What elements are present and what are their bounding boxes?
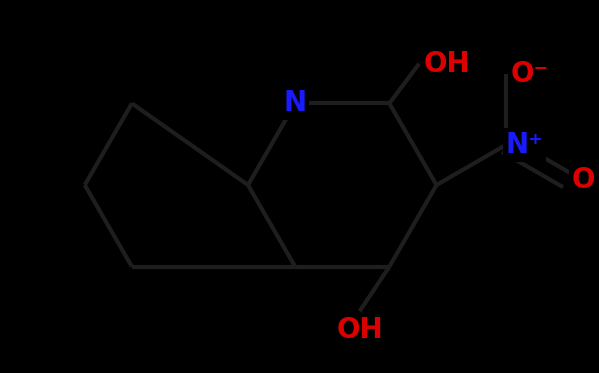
Text: O: O (572, 166, 595, 194)
Text: OH: OH (424, 50, 471, 78)
Text: O⁻: O⁻ (511, 60, 549, 88)
Text: N: N (283, 90, 307, 117)
Text: N⁺: N⁺ (506, 131, 544, 159)
Text: OH: OH (336, 316, 383, 344)
